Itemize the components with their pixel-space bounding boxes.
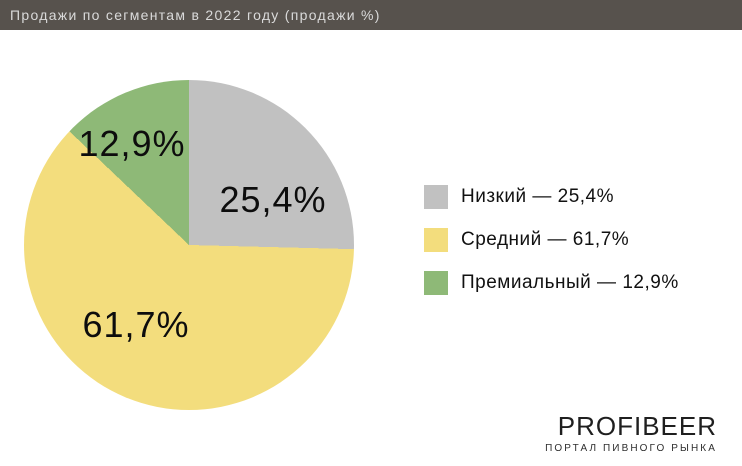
slice-label-low: 25,4% bbox=[219, 179, 327, 220]
brand-tagline: ПОРТАЛ ПИВНОГО РЫНКА bbox=[545, 443, 717, 454]
slice-label-premium: 12,9% bbox=[78, 123, 186, 164]
legend-label-low: Низкий — 25,4% bbox=[461, 186, 615, 207]
chart-title: Продажи по сегментам в 2022 году (продаж… bbox=[10, 7, 381, 23]
brand-name: PROFIBEER bbox=[557, 411, 717, 441]
legend: Низкий — 25,4% Средний — 61,7% Премиальн… bbox=[424, 185, 679, 314]
legend-label-premium: Премиальный — 12,9% bbox=[461, 272, 679, 293]
slice-label-medium: 61,7% bbox=[82, 304, 190, 345]
legend-label-medium: Средний — 61,7% bbox=[461, 229, 630, 250]
title-bar: Продажи по сегментам в 2022 году (продаж… bbox=[0, 0, 742, 30]
legend-item-premium: Премиальный — 12,9% bbox=[424, 271, 679, 295]
pie-chart bbox=[24, 80, 354, 410]
legend-swatch-medium bbox=[424, 228, 448, 252]
legend-item-medium: Средний — 61,7% bbox=[424, 228, 679, 252]
legend-swatch-low bbox=[424, 185, 448, 209]
brand-logo: PROFIBEER ПОРТАЛ ПИВНОГО РЫНКА bbox=[545, 413, 717, 454]
legend-item-low: Низкий — 25,4% bbox=[424, 185, 679, 209]
legend-swatch-premium bbox=[424, 271, 448, 295]
